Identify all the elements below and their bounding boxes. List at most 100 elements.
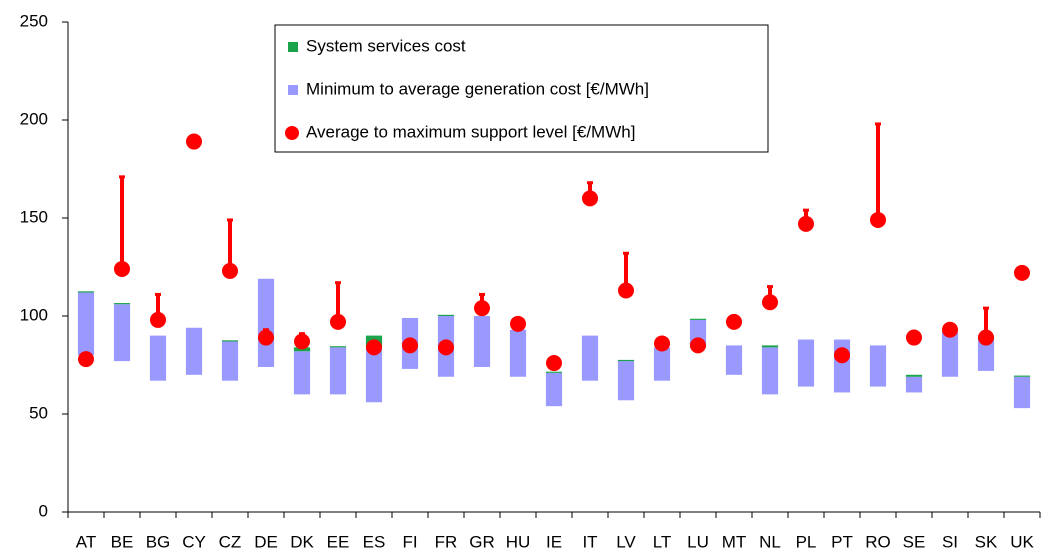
dot: [114, 260, 130, 277]
system-cost-bar: [221, 340, 239, 342]
legend-label: Minimum to average generation cost [€/MW…: [306, 79, 649, 98]
x-tick-label: LU: [687, 532, 709, 551]
legend-label: System services cost: [306, 36, 466, 55]
system-cost-bar: [113, 303, 131, 305]
legend-marker: [285, 126, 299, 140]
x-tick-label: IT: [582, 532, 597, 551]
bar: [905, 376, 923, 393]
bar: [761, 347, 779, 395]
x-tick-label: BG: [146, 532, 171, 551]
dot: [870, 211, 886, 228]
bar: [509, 329, 527, 377]
bar: [869, 345, 887, 387]
bar: [293, 351, 311, 395]
bar: [797, 339, 815, 387]
dot: [474, 300, 490, 317]
x-tick-label: DE: [254, 532, 278, 551]
y-tick-label: 0: [39, 501, 48, 520]
x-tick-label: AT: [76, 532, 96, 551]
dot: [1014, 264, 1030, 281]
x-tick-label: UK: [1010, 532, 1034, 551]
system-cost-bar: [1013, 375, 1031, 377]
dot: [978, 329, 994, 346]
system-cost-bar: [761, 345, 779, 348]
system-cost-bar: [689, 318, 707, 320]
dot: [690, 337, 706, 354]
dot: [330, 313, 346, 330]
legend-marker: [288, 42, 298, 52]
x-tick-label: ES: [363, 532, 386, 551]
dot: [510, 315, 526, 332]
y-tick-label: 200: [20, 109, 48, 128]
x-tick-label: LV: [616, 532, 636, 551]
x-tick-label: RO: [865, 532, 891, 551]
dot: [222, 262, 238, 279]
bar: [257, 278, 275, 367]
legend-marker: [288, 85, 298, 95]
dot: [402, 337, 418, 354]
x-tick-label: NL: [759, 532, 781, 551]
bar: [473, 316, 491, 367]
y-tick-label: 250: [20, 11, 48, 30]
bar: [185, 327, 203, 375]
system-cost-bar: [77, 291, 95, 293]
bar: [617, 361, 635, 401]
x-tick-label: SI: [942, 532, 958, 551]
bar: [941, 331, 959, 377]
dot: [438, 339, 454, 356]
dot: [294, 333, 310, 350]
x-tick-label: FR: [435, 532, 458, 551]
dot: [258, 329, 274, 346]
dot: [834, 347, 850, 364]
legend-label: Average to maximum support level [€/MWh]: [306, 122, 635, 141]
dot: [762, 294, 778, 311]
x-tick-label: GR: [469, 532, 495, 551]
dot: [150, 311, 166, 328]
system-cost-bar: [617, 359, 635, 362]
system-cost-bar: [545, 371, 563, 373]
bar: [365, 347, 383, 403]
bar: [113, 304, 131, 362]
bar: [329, 347, 347, 395]
dot: [582, 190, 598, 207]
dot: [366, 339, 382, 356]
x-tick-label: CZ: [219, 532, 242, 551]
bar: [221, 341, 239, 381]
x-tick-label: HU: [506, 532, 531, 551]
x-tick-label: FI: [402, 532, 417, 551]
dot: [906, 329, 922, 346]
dot: [654, 335, 670, 352]
x-tick-label: BE: [111, 532, 134, 551]
x-tick-label: CY: [182, 532, 206, 551]
bar: [581, 335, 599, 381]
x-tick-label: LT: [653, 532, 672, 551]
legend-box: [274, 24, 769, 153]
system-cost-bar: [905, 374, 923, 377]
bar: [653, 347, 671, 381]
dot: [942, 321, 958, 338]
system-cost-bar: [329, 346, 347, 348]
x-tick-label: PT: [831, 532, 853, 551]
dot: [546, 355, 562, 372]
x-tick-label: SK: [975, 532, 998, 551]
dot: [798, 215, 814, 232]
x-tick-label: EE: [327, 532, 350, 551]
dot: [186, 133, 202, 150]
bar: [1013, 376, 1031, 409]
y-tick-label: 150: [20, 207, 48, 226]
dot: [618, 282, 634, 299]
x-tick-label: PL: [796, 532, 817, 551]
x-tick-label: DK: [290, 532, 314, 551]
x-tick-label: SE: [903, 532, 926, 551]
bar: [149, 335, 167, 381]
bar: [545, 372, 563, 407]
y-tick-label: 100: [20, 305, 48, 324]
dot: [78, 351, 94, 368]
system-cost-bar: [437, 314, 455, 316]
bar: [77, 292, 95, 356]
dot: [726, 313, 742, 330]
x-tick-label: MT: [722, 532, 747, 551]
x-tick-label: IE: [546, 532, 562, 551]
bar: [725, 345, 743, 375]
